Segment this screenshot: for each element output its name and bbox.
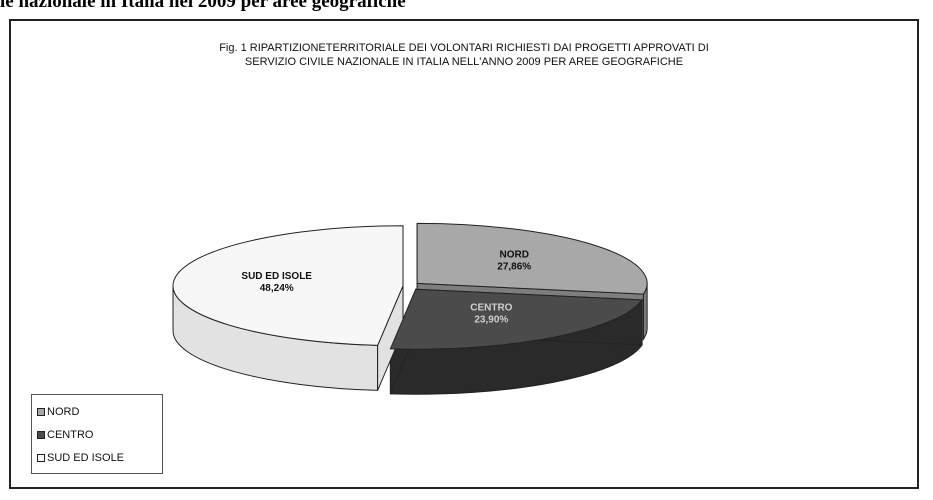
legend-label-centro: CENTRO [47, 428, 94, 441]
pie-label-name-nord: NORD [500, 249, 529, 260]
pie-label-value-sud-ed-isole: 48,24% [260, 283, 294, 294]
pie-tops [172, 222, 648, 350]
legend-label-nord: NORD [47, 405, 80, 418]
legend-swatch-sud [37, 453, 45, 462]
pie-slice-centro [389, 288, 644, 350]
pie-slice-sud-ed-isole [172, 225, 404, 346]
legend-item-nord: NORD [37, 400, 162, 423]
legend-item-sud: SUD ED ISOLE [37, 446, 162, 469]
pie-slice-nord [416, 222, 648, 295]
legend: NORD CENTRO SUD ED ISOLE [31, 394, 163, 474]
legend-label-sud: SUD ED ISOLE [47, 451, 125, 464]
legend-item-centro: CENTRO [37, 423, 162, 446]
legend-swatch-centro [37, 430, 45, 439]
pie-label-value-nord: 27,86% [497, 261, 531, 272]
chart-title-line-2: SERVIZIO CIVILE NAZIONALE IN ITALIA NELL… [244, 56, 684, 68]
legend-swatch-nord [37, 407, 45, 416]
chart-title-line-1: Fig. 1 RIPARTIZIONETERRITORIALE DEI VOLO… [219, 42, 709, 54]
page-heading: le nazionale in Italia nel 2009 per aree… [0, 0, 406, 12]
chart-frame: Fig. 1 RIPARTIZIONETERRITORIALE DEI VOLO… [9, 19, 919, 489]
chart-title: Fig. 1 RIPARTIZIONETERRITORIALE DEI VOLO… [11, 41, 917, 69]
pie-label-name-centro: CENTRO [470, 303, 512, 314]
pie-label-value-centro: 23,90% [474, 315, 508, 326]
pie-label-name-sud-ed-isole: SUD ED ISOLE [241, 271, 312, 282]
